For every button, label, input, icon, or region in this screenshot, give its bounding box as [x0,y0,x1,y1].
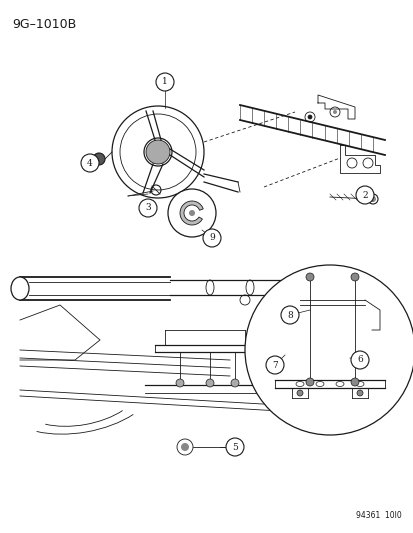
Text: 94361  10I0: 94361 10I0 [356,511,401,520]
Circle shape [81,154,99,172]
Text: 7: 7 [271,360,277,369]
Circle shape [176,379,183,387]
Circle shape [180,443,189,451]
Circle shape [355,186,373,204]
Circle shape [307,115,311,119]
Circle shape [244,265,413,435]
Text: 9G–1010B: 9G–1010B [12,18,76,31]
Text: 4: 4 [87,158,93,167]
Circle shape [139,199,157,217]
Circle shape [350,378,358,386]
Circle shape [266,356,283,374]
Text: 5: 5 [232,442,237,451]
Text: 2: 2 [361,190,367,199]
Circle shape [146,140,170,164]
Circle shape [296,390,302,396]
Circle shape [305,378,313,386]
Circle shape [225,438,243,456]
Circle shape [230,379,238,387]
Circle shape [93,153,105,165]
Circle shape [369,196,375,202]
Circle shape [280,306,298,324]
Text: 9: 9 [209,233,214,243]
Circle shape [189,210,195,216]
Circle shape [356,390,362,396]
Circle shape [350,273,358,281]
Ellipse shape [11,277,29,300]
Circle shape [168,189,216,237]
Wedge shape [180,201,203,225]
Circle shape [350,351,368,369]
Circle shape [305,273,313,281]
Circle shape [206,379,214,387]
Circle shape [332,110,336,114]
Text: 3: 3 [145,204,150,213]
Text: 8: 8 [287,311,292,319]
Circle shape [156,73,173,91]
Text: 1: 1 [162,77,167,86]
Circle shape [202,229,221,247]
Text: 6: 6 [356,356,362,365]
